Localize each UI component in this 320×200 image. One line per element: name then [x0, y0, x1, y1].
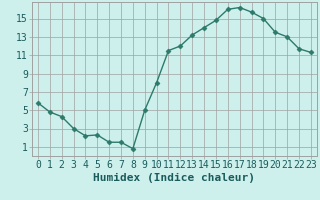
- X-axis label: Humidex (Indice chaleur): Humidex (Indice chaleur): [93, 173, 255, 183]
